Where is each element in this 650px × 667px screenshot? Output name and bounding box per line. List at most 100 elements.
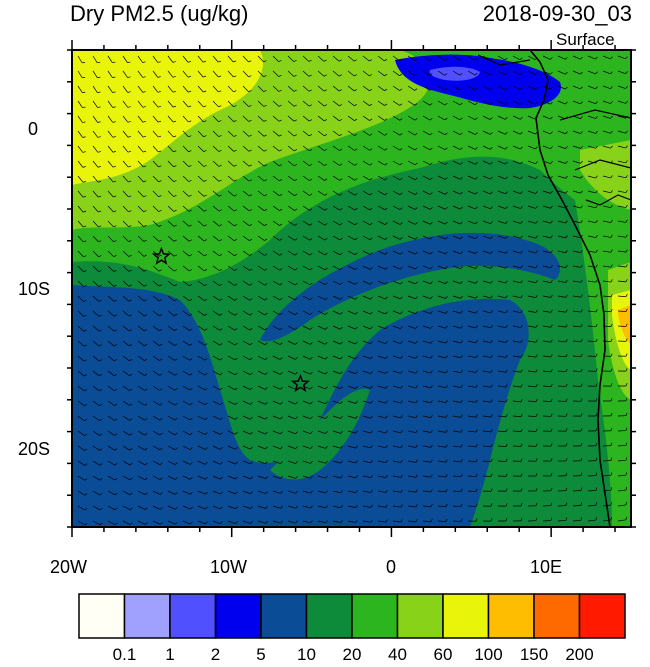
wind-barb-flag: [174, 284, 178, 287]
wind-barb: [347, 280, 356, 285]
wind-barb-flag: [295, 371, 298, 375]
wind-barb-flag: [354, 178, 358, 181]
wind-barb: [497, 265, 506, 269]
wind-barb-flag: [460, 459, 463, 463]
wind-barb: [602, 340, 612, 342]
wind-barb: [287, 355, 296, 360]
wind-barb-flag: [580, 309, 583, 313]
wind-barb: [257, 130, 265, 137]
wind-barb-flag: [399, 162, 403, 166]
wind-barb: [392, 340, 401, 344]
wind-barb: [332, 145, 340, 151]
wind-barb-flag: [263, 119, 267, 122]
wind-barb: [527, 160, 536, 165]
wind-barb: [602, 85, 611, 90]
wind-barb: [167, 280, 175, 287]
wind-barb: [512, 55, 521, 61]
wind-barb-flag: [550, 101, 553, 105]
wind-barb: [617, 504, 626, 507]
wind-barb: [302, 490, 311, 494]
wind-barb: [77, 205, 84, 213]
wind-barb-flag: [235, 506, 238, 509]
wind-barb-flag: [415, 444, 418, 448]
wind-barb: [212, 475, 221, 480]
wind-barb-flag: [189, 417, 193, 421]
wind-barb: [437, 220, 446, 225]
wind-barb-flag: [264, 194, 268, 197]
wind-barb-flag: [580, 131, 583, 134]
wind-barb: [212, 370, 221, 376]
wind-barb: [467, 250, 476, 254]
wind-barb-flag: [204, 328, 208, 331]
wind-barb-flag: [157, 61, 161, 63]
wind-barb-flag: [384, 252, 388, 255]
wind-barb: [482, 235, 491, 239]
wind-barb-flag: [474, 117, 478, 120]
wind-barb: [467, 370, 476, 373]
wind-barb-flag: [415, 400, 418, 404]
wind-barb: [527, 115, 536, 120]
wind-barb-flag: [250, 520, 253, 524]
wind-barb: [602, 310, 611, 313]
wind-barb: [272, 115, 280, 122]
wind-barb: [152, 115, 159, 123]
colorbar-label: 40: [388, 645, 407, 664]
wind-barb: [152, 265, 160, 272]
wind-barb: [617, 70, 626, 75]
wind-barb-flag: [595, 383, 598, 387]
wind-barb: [362, 190, 371, 196]
wind-barb-flag: [325, 520, 328, 523]
wind-barb: [497, 220, 506, 224]
wind-barb: [392, 220, 401, 225]
wind-barb: [302, 445, 311, 449]
wind-barb: [77, 295, 84, 302]
wind-barb: [197, 160, 204, 167]
wind-barb: [362, 160, 370, 166]
wind-barb-flag: [189, 387, 193, 391]
wind-barb-flag: [218, 194, 222, 197]
wind-barb: [542, 205, 551, 209]
wind-barb: [317, 370, 326, 375]
wind-barb: [137, 85, 144, 93]
wind-barb: [617, 115, 626, 119]
wind-barb-flag: [535, 324, 538, 328]
wind-barb-flag: [610, 160, 613, 164]
wind-barb-flag: [294, 312, 298, 316]
wind-barb-flag: [535, 265, 538, 269]
wind-barb: [407, 460, 416, 463]
wind-barb-flag: [445, 385, 448, 388]
wind-barb: [227, 190, 235, 197]
wind-barb: [197, 55, 204, 63]
wind-barb: [77, 250, 84, 258]
wind-barb: [107, 400, 115, 406]
wind-barb-flag: [278, 119, 282, 122]
wind-barb: [347, 460, 356, 464]
wind-barb-flag: [144, 477, 148, 481]
wind-barb: [77, 85, 83, 93]
wind-barb-flag: [309, 252, 313, 256]
wind-barb-flag: [520, 116, 523, 120]
wind-barb-flag: [264, 238, 268, 241]
wind-barb: [227, 235, 235, 242]
wind-barb-flag: [188, 120, 192, 123]
wind-barb-flag: [370, 371, 373, 374]
wind-barb: [347, 430, 356, 434]
wind-barb-flag: [580, 487, 583, 491]
wind-barb: [362, 340, 371, 345]
wind-barb-flag: [460, 399, 463, 403]
wind-barb: [512, 70, 521, 75]
wind-barb-flag: [460, 191, 463, 195]
wind-barb-flag: [430, 340, 433, 344]
wind-barb: [467, 205, 476, 210]
wind-barb-flag: [205, 476, 208, 480]
wind-barb-flag: [475, 340, 478, 344]
wind-barb-flag: [400, 385, 403, 389]
wind-barb: [482, 175, 491, 180]
wind-barb-flag: [204, 447, 208, 450]
wind-barb-flag: [128, 210, 132, 213]
wind-barb-flag: [550, 473, 553, 477]
wind-barb: [287, 130, 295, 137]
wind-barb-flag: [249, 268, 253, 271]
wind-barb: [422, 235, 431, 240]
wind-barb: [467, 325, 476, 329]
